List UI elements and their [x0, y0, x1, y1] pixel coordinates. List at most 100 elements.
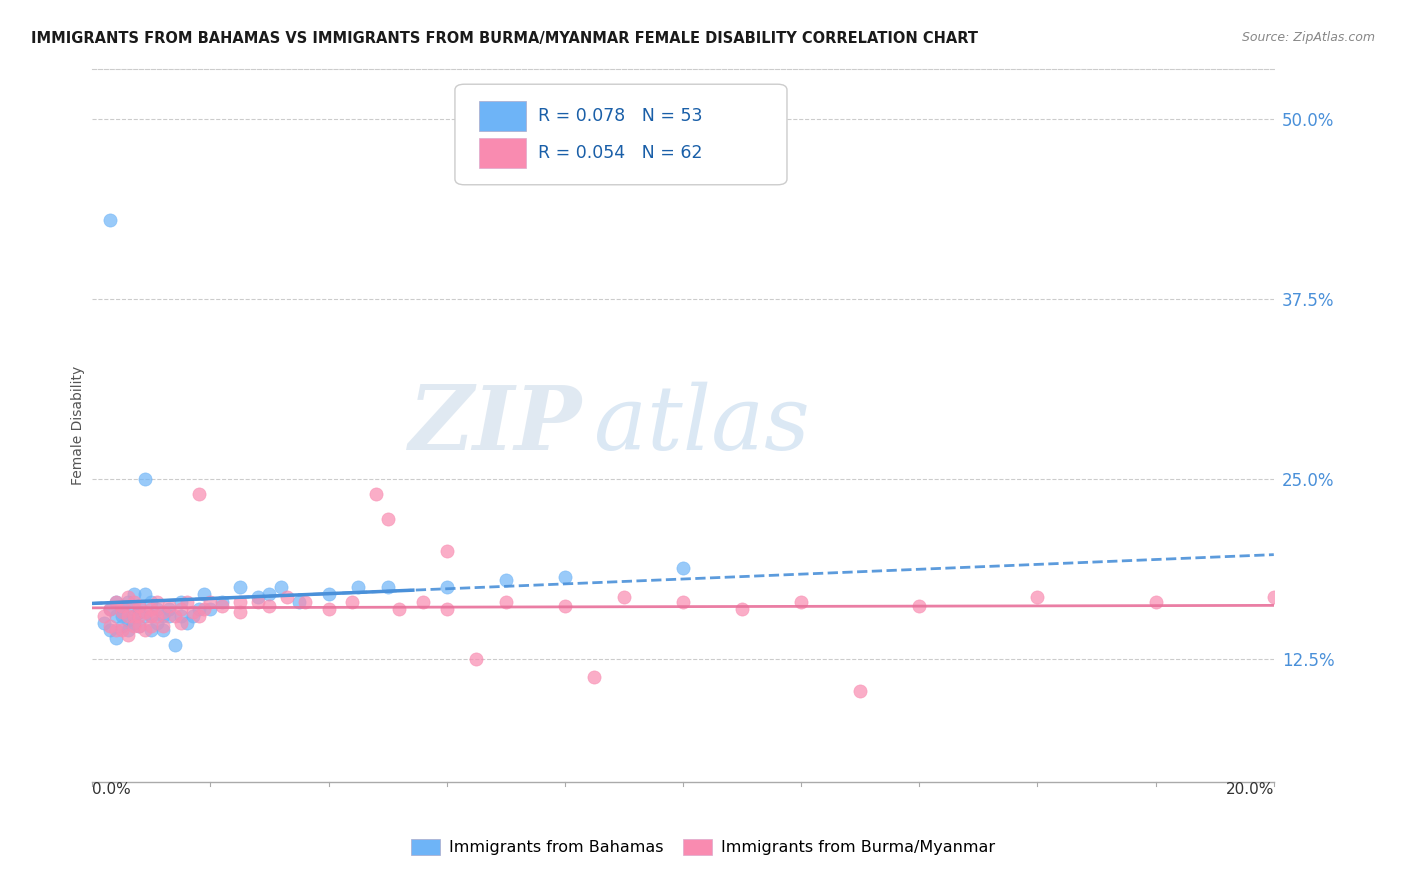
Point: [104, 624, 127, 638]
Text: atlas: atlas: [595, 382, 810, 468]
Point: [436, 580, 458, 594]
Point: [141, 619, 163, 633]
Point: [388, 602, 411, 616]
Point: [117, 591, 139, 605]
FancyBboxPatch shape: [478, 138, 526, 169]
Point: [146, 602, 169, 616]
Point: [152, 624, 174, 638]
Point: [436, 544, 458, 558]
Point: [117, 609, 139, 624]
Point: [229, 580, 252, 594]
Point: [111, 605, 134, 619]
Point: [163, 609, 186, 624]
Text: Source: ZipAtlas.com: Source: ZipAtlas.com: [1241, 31, 1375, 45]
Point: [170, 616, 193, 631]
Point: [93, 616, 115, 631]
Point: [554, 570, 576, 584]
Point: [731, 602, 754, 616]
Point: [134, 605, 156, 619]
Point: [176, 616, 198, 631]
Point: [170, 609, 193, 624]
Point: [318, 587, 340, 601]
FancyBboxPatch shape: [456, 84, 787, 185]
Point: [377, 580, 399, 594]
Point: [288, 594, 311, 608]
Point: [152, 609, 174, 624]
Text: IMMIGRANTS FROM BAHAMAS VS IMMIGRANTS FROM BURMA/MYANMAR FEMALE DISABILITY CORRE: IMMIGRANTS FROM BAHAMAS VS IMMIGRANTS FR…: [31, 31, 979, 46]
Point: [128, 605, 150, 619]
Point: [246, 594, 269, 608]
Point: [259, 587, 281, 601]
Point: [200, 602, 222, 616]
Point: [122, 616, 145, 631]
Point: [141, 609, 163, 624]
Point: [176, 594, 198, 608]
Point: [134, 624, 156, 638]
Point: [613, 591, 636, 605]
Point: [134, 472, 156, 486]
Point: [583, 669, 606, 683]
Point: [98, 619, 121, 633]
Point: [122, 619, 145, 633]
Point: [128, 609, 150, 624]
Point: [146, 616, 169, 631]
Point: [465, 652, 488, 666]
Point: [849, 684, 872, 698]
Point: [117, 628, 139, 642]
Point: [141, 594, 163, 608]
Point: [276, 591, 298, 605]
Point: [347, 580, 370, 594]
Point: [157, 609, 180, 624]
Text: 20.0%: 20.0%: [1226, 781, 1274, 797]
Point: [259, 599, 281, 613]
Point: [98, 212, 121, 227]
Point: [128, 619, 150, 633]
Point: [157, 599, 180, 613]
Point: [554, 599, 576, 613]
Point: [377, 512, 399, 526]
Point: [152, 605, 174, 619]
Point: [672, 561, 695, 575]
Point: [104, 594, 127, 608]
Point: [146, 594, 169, 608]
Point: [211, 599, 233, 613]
Point: [157, 602, 180, 616]
Point: [340, 594, 363, 608]
Point: [1263, 591, 1285, 605]
Point: [98, 602, 121, 616]
Point: [104, 594, 127, 608]
Point: [181, 609, 204, 624]
Point: [134, 587, 156, 601]
Point: [141, 609, 163, 624]
Point: [111, 619, 134, 633]
Point: [111, 605, 134, 619]
Point: [495, 594, 517, 608]
Point: [111, 599, 134, 613]
Y-axis label: Female Disability: Female Disability: [72, 366, 86, 484]
Point: [163, 638, 186, 652]
Point: [436, 602, 458, 616]
Point: [412, 594, 434, 608]
Point: [117, 594, 139, 608]
Point: [170, 602, 193, 616]
Point: [93, 609, 115, 624]
Point: [111, 624, 134, 638]
Point: [790, 594, 813, 608]
Point: [122, 609, 145, 624]
Point: [128, 619, 150, 633]
Point: [170, 594, 193, 608]
Point: [152, 619, 174, 633]
Point: [104, 631, 127, 645]
Point: [229, 605, 252, 619]
Point: [181, 605, 204, 619]
Point: [187, 609, 209, 624]
Text: R = 0.054   N = 62: R = 0.054 N = 62: [537, 145, 702, 162]
Text: R = 0.078   N = 53: R = 0.078 N = 53: [537, 106, 702, 125]
Point: [495, 573, 517, 587]
Point: [364, 486, 387, 500]
Point: [200, 594, 222, 608]
Point: [246, 591, 269, 605]
Point: [270, 580, 292, 594]
Point: [187, 602, 209, 616]
Text: 0.0%: 0.0%: [93, 781, 131, 797]
